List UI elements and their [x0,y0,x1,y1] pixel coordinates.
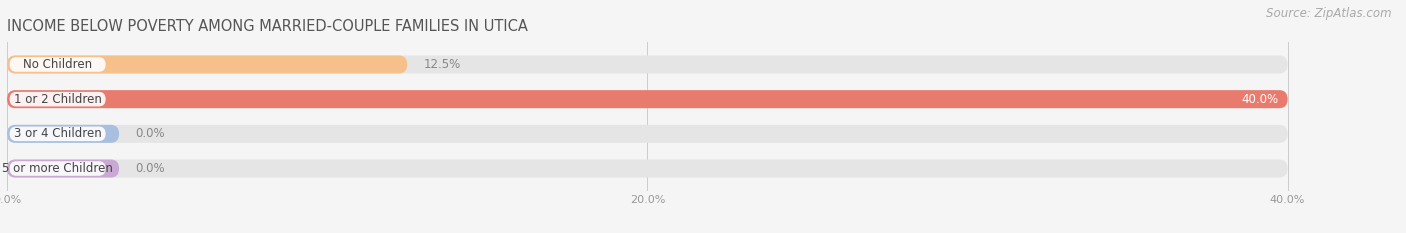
Text: No Children: No Children [22,58,93,71]
Text: 0.0%: 0.0% [135,162,165,175]
FancyBboxPatch shape [10,127,105,141]
Text: 0.0%: 0.0% [135,127,165,140]
FancyBboxPatch shape [7,90,1288,108]
FancyBboxPatch shape [7,160,120,178]
Text: Source: ZipAtlas.com: Source: ZipAtlas.com [1267,7,1392,20]
FancyBboxPatch shape [10,161,105,176]
Text: 5 or more Children: 5 or more Children [3,162,112,175]
Text: 1 or 2 Children: 1 or 2 Children [14,93,101,106]
FancyBboxPatch shape [7,90,1288,108]
FancyBboxPatch shape [7,55,1288,73]
FancyBboxPatch shape [7,55,408,73]
FancyBboxPatch shape [7,160,1288,178]
Text: 12.5%: 12.5% [423,58,461,71]
FancyBboxPatch shape [7,125,1288,143]
Text: 40.0%: 40.0% [1241,93,1278,106]
Text: INCOME BELOW POVERTY AMONG MARRIED-COUPLE FAMILIES IN UTICA: INCOME BELOW POVERTY AMONG MARRIED-COUPL… [7,19,527,34]
FancyBboxPatch shape [7,125,120,143]
Text: 3 or 4 Children: 3 or 4 Children [14,127,101,140]
FancyBboxPatch shape [10,57,105,72]
FancyBboxPatch shape [10,92,105,106]
